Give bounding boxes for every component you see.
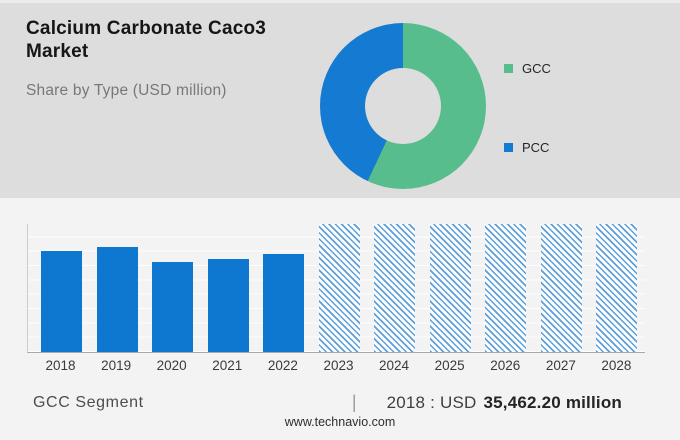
legend-item-pcc: PCC bbox=[504, 139, 551, 155]
x-axis-label-2025: 2025 bbox=[434, 358, 465, 373]
value-bar-2019 bbox=[96, 246, 138, 352]
forecast-bar-2027 bbox=[540, 224, 582, 352]
donut-hole bbox=[365, 68, 441, 144]
value-prefix: 2018 : USD bbox=[386, 393, 477, 412]
x-axis-label-2023: 2023 bbox=[323, 358, 354, 373]
x-axis-labels: 2018 2019 2020 2021 2022 2023 2024 2025 2026 2027… bbox=[27, 358, 645, 373]
header-panel: Calcium Carbonate Caco3 Market Share by … bbox=[0, 0, 680, 198]
page-subtitle: Share by Type (USD million) bbox=[26, 82, 227, 99]
value-amount: 35,462.20 million bbox=[483, 393, 622, 412]
x-axis-label-2028: 2028 bbox=[601, 358, 632, 373]
value-annotation: | 2018 : USD 35,462.20 million bbox=[352, 392, 622, 413]
x-axis-label-2019: 2019 bbox=[101, 358, 132, 373]
gcc-swatch-icon bbox=[504, 63, 513, 73]
x-axis-label-2020: 2020 bbox=[156, 358, 187, 373]
x-axis-label-2027: 2027 bbox=[545, 358, 576, 373]
bar-chart-panel: 2018 2019 2020 2021 2022 2023 2024 2025 2026 2027… bbox=[0, 198, 680, 440]
forecast-bar-2026 bbox=[485, 224, 526, 352]
legend-label-pcc: PCC bbox=[522, 139, 550, 155]
value-bar-2022 bbox=[263, 254, 304, 352]
forecast-bar-2025 bbox=[429, 224, 471, 352]
value-bar-2018 bbox=[41, 251, 82, 352]
x-axis-label-2021: 2021 bbox=[212, 358, 243, 373]
segment-label: GCC Segment bbox=[33, 394, 144, 411]
x-axis-label-2026: 2026 bbox=[490, 358, 521, 373]
legend-label-gcc: GCC bbox=[522, 60, 551, 76]
donut-chart bbox=[320, 23, 486, 189]
forecast-bar-2028 bbox=[596, 224, 637, 352]
legend-item-gcc: GCC bbox=[504, 60, 551, 76]
x-axis-label-2024: 2024 bbox=[379, 358, 410, 373]
x-axis-label-2022: 2022 bbox=[267, 358, 298, 373]
value-bar-2020 bbox=[152, 261, 193, 352]
x-axis-label-2018: 2018 bbox=[45, 358, 76, 373]
pcc-swatch-icon bbox=[504, 142, 513, 152]
separator-bar: | bbox=[351, 392, 357, 412]
forecast-bar-2023 bbox=[318, 224, 360, 352]
value-bar-2021 bbox=[207, 259, 249, 352]
bars-row bbox=[28, 224, 645, 352]
forecast-bar-2024 bbox=[374, 224, 415, 352]
donut-legend: GCC PCC bbox=[504, 60, 551, 155]
page-title: Calcium Carbonate Caco3 Market bbox=[26, 18, 267, 63]
bar-chart-plot bbox=[27, 224, 645, 353]
website-url: www.technavio.com bbox=[284, 415, 396, 429]
